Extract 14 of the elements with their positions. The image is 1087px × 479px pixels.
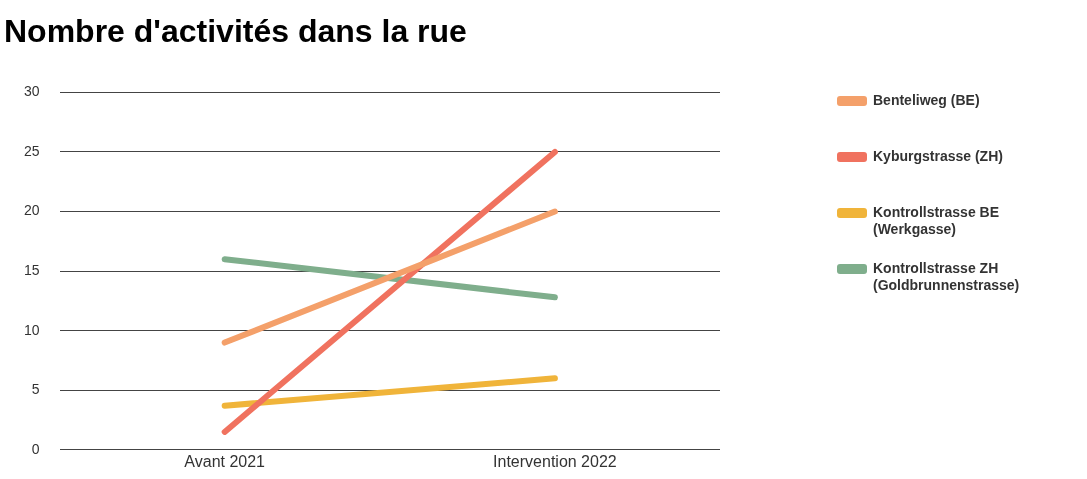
- y-tick-label: 10: [23, 321, 40, 338]
- legend-label: Kontrollstrasse BE (Werkgasse): [873, 204, 1001, 238]
- x-tick-label: Avant 2021: [184, 452, 266, 470]
- y-tick-label: 30: [23, 83, 40, 100]
- x-tick-label: Intervention 2022: [493, 452, 617, 470]
- y-tick-label: 20: [23, 202, 40, 219]
- y-tick-label: 25: [23, 142, 40, 159]
- chart-title: Nombre d'activités dans la rue: [4, 13, 467, 50]
- y-tick-label: 15: [23, 261, 40, 278]
- legend-label: Benteliweg (BE): [873, 92, 981, 109]
- legend-label: Kontrollstrasse ZH (Goldbrunnenstrasse): [873, 260, 1021, 294]
- y-tick-label: 0: [31, 440, 40, 457]
- y-tick-label: 5: [31, 381, 40, 398]
- legend-label: Kyburgstrasse (ZH): [873, 148, 1004, 165]
